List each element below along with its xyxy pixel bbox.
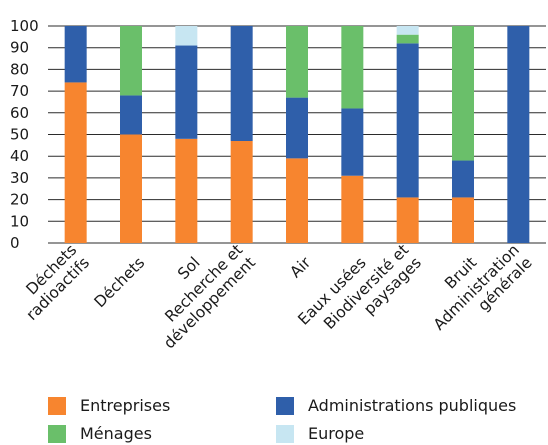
- bar-segment-menages: [286, 26, 308, 98]
- bar-segment-administrations-publiques: [175, 45, 198, 139]
- bar-segment-administrations-publiques: [396, 43, 419, 198]
- y-tick-label: 90: [10, 39, 29, 57]
- y-tick-label: 0: [10, 234, 20, 252]
- bars: [64, 26, 530, 243]
- bar-segment-administrations-publiques: [341, 108, 364, 176]
- x-tick-label: Déchets: [91, 254, 149, 312]
- bar-segment-entreprises: [396, 197, 419, 243]
- y-tick-label: 60: [10, 104, 29, 122]
- bar-segment-administrations-publiques: [507, 26, 530, 243]
- y-tick-label: 100: [10, 17, 39, 35]
- bar-segment-administrations-publiques: [120, 95, 142, 135]
- x-tick-label-line: Air: [287, 253, 315, 281]
- x-tick-label: Air: [287, 253, 315, 281]
- bar-segment-entreprises: [120, 134, 142, 243]
- y-tick-label: 20: [10, 191, 29, 209]
- bar-segment-europe: [175, 26, 198, 46]
- bar-segment-entreprises: [341, 175, 364, 243]
- bar-segment-administrations-publiques: [64, 26, 87, 83]
- y-tick-label: 30: [10, 169, 29, 187]
- y-tick-label: 40: [10, 147, 29, 165]
- x-tick-label-line: Déchets: [91, 254, 149, 312]
- bar-segment-administrations-publiques: [230, 26, 253, 142]
- bar-segment-entreprises: [64, 82, 87, 243]
- bar-segment-entreprises: [286, 158, 308, 243]
- bar-segment-menages: [396, 34, 419, 44]
- bar-segment-menages: [341, 26, 364, 109]
- bar-segment-entreprises: [452, 197, 474, 243]
- y-tick-label: 80: [10, 60, 29, 78]
- bar-segment-entreprises: [175, 138, 198, 243]
- y-tick-label: 10: [10, 212, 29, 230]
- y-tick-label: 70: [10, 82, 29, 100]
- bar-segment-administrations-publiques: [452, 160, 474, 198]
- bar-segment-europe: [396, 26, 419, 35]
- bar-segment-menages: [120, 26, 142, 96]
- y-tick-label: 50: [10, 126, 29, 144]
- bar-segment-menages: [452, 26, 474, 161]
- bar-segment-administrations-publiques: [286, 97, 308, 159]
- bar-segment-entreprises: [230, 141, 253, 243]
